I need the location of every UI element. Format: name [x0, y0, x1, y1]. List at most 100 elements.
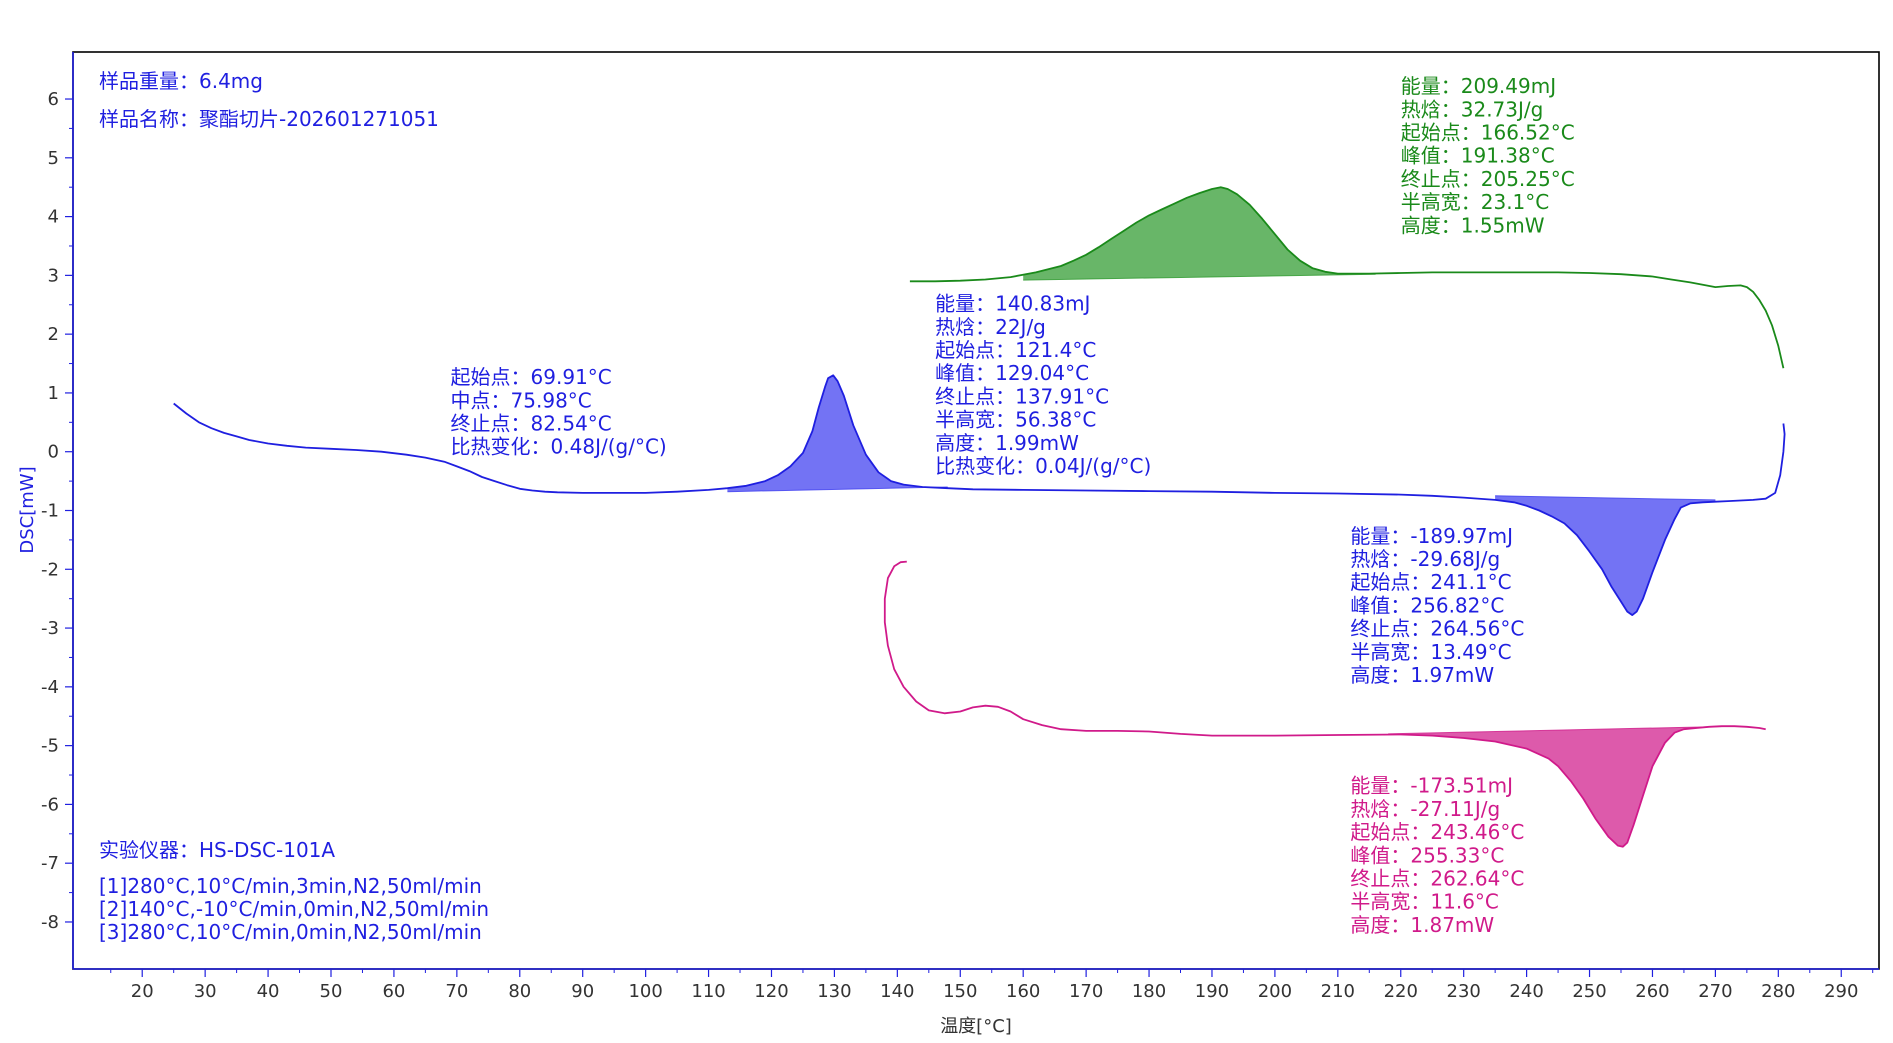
series-lines: [173, 186, 1786, 848]
y-tick-label: -5: [41, 736, 59, 757]
x-tick-label: 50: [320, 981, 343, 1002]
x-tick-label: 70: [445, 981, 468, 1002]
x-tick-label: 210: [1321, 981, 1355, 1002]
annotation-line: 峰值：255.33°C: [1350, 843, 1504, 867]
x-tick-label: 100: [628, 981, 662, 1002]
y-tick-label: -1: [41, 501, 59, 522]
annotation-line: 终止点：82.54°C: [451, 412, 612, 436]
y-tick-label: 5: [48, 148, 59, 169]
annotation-line: 高度：1.99mW: [935, 431, 1079, 455]
annotation-line: 能量：140.83mJ: [935, 292, 1090, 316]
annotation-line: 热焓：-27.11J/g: [1350, 797, 1500, 821]
annotation-line: 峰值：256.82°C: [1350, 593, 1504, 617]
annotation-line: 终止点：137.91°C: [935, 384, 1109, 408]
annotation-line: 热焓：22J/g: [935, 315, 1046, 339]
peak-annotations: 起始点：69.91°C中点：75.98°C终止点：82.54°C比热变化：0.4…: [451, 74, 1575, 937]
annotation-line: 半高宽：11.6°C: [1350, 890, 1499, 914]
annotation-line: 能量：209.49mJ: [1401, 74, 1556, 98]
x-tick-label: 220: [1384, 981, 1418, 1002]
peak-baseline: [1495, 495, 1716, 501]
annotation-block: 起始点：69.91°C中点：75.98°C终止点：82.54°C比热变化：0.4…: [451, 365, 667, 459]
series-line-magenta: [883, 560, 1766, 848]
annotation-line: 半高宽：13.49°C: [1350, 640, 1511, 664]
y-tick-label: 6: [48, 89, 59, 110]
annotation-line: 起始点：243.46°C: [1350, 820, 1524, 844]
peak-baseline: [1023, 273, 1376, 281]
x-tick-label: 120: [754, 981, 788, 1002]
annotation-line: 比热变化：0.48J/(g/°C): [451, 435, 667, 459]
annotation-line: 高度：1.87mW: [1350, 913, 1494, 937]
annotation-line: 中点：75.98°C: [451, 388, 592, 412]
annotation-line: 高度：1.55mW: [1401, 213, 1545, 237]
sample-name: 样品名称：聚酯切片-202601271051: [99, 107, 439, 131]
x-tick-label: 190: [1195, 981, 1229, 1002]
series-line-green: [909, 186, 1785, 369]
x-tick-label: 270: [1698, 981, 1732, 1002]
y-tick-label: -8: [41, 912, 59, 933]
annotation-line: 起始点：166.52°C: [1401, 121, 1575, 145]
y-tick-label: -2: [41, 559, 59, 580]
info-block: 样品重量：6.4mg 样品名称：聚酯切片-202601271051 实验仪器：H…: [99, 69, 489, 944]
peak-baseline: [727, 486, 948, 493]
x-tick-label: 90: [571, 981, 594, 1002]
annotation-line: 起始点：69.91°C: [451, 365, 612, 389]
y-tick-label: -7: [41, 853, 59, 874]
y-tick-label: 3: [48, 265, 59, 286]
annotation-line: 终止点：205.25°C: [1401, 167, 1575, 191]
x-axis-title: 温度[°C]: [940, 1016, 1012, 1037]
annotation-block: 能量：209.49mJ热焓：32.73J/g起始点：166.52°C峰值：191…: [1401, 74, 1575, 237]
annotation-line: 热焓：-29.68J/g: [1350, 547, 1500, 571]
annotation-line: 起始点：121.4°C: [935, 338, 1096, 362]
x-tick-label: 150: [943, 981, 977, 1002]
annotation-line: 终止点：264.56°C: [1350, 617, 1524, 641]
x-tick-label: 240: [1509, 981, 1543, 1002]
segment-2: [2]140°C,-10°C/min,0min,N2,50ml/min: [99, 897, 489, 921]
annotation-line: 峰值：129.04°C: [935, 361, 1089, 385]
x-tick-label: 180: [1132, 981, 1166, 1002]
instrument: 实验仪器：HS-DSC-101A: [99, 838, 335, 862]
segment-3: [3]280°C,10°C/min,0min,N2,50ml/min: [99, 920, 482, 944]
x-tick-label: 260: [1635, 981, 1669, 1002]
annotation-line: 高度：1.97mW: [1350, 663, 1494, 687]
x-tick-label: 250: [1572, 981, 1606, 1002]
annotation-block: 能量：140.83mJ热焓：22J/g起始点：121.4°C峰值：129.04°…: [935, 292, 1151, 478]
y-tick-label: -6: [41, 794, 59, 815]
x-tick-label: 80: [508, 981, 531, 1002]
x-tick-label: 130: [817, 981, 851, 1002]
annotation-line: 能量：-173.51mJ: [1350, 774, 1513, 798]
sample-weight: 样品重量：6.4mg: [99, 69, 263, 93]
y-axis-ticks: -8 -7 -6 -5 -4 -3 -2 -1 0 1 2 3 4 5 6: [41, 89, 73, 933]
x-axis-ticks: 20 30 40 50 60 70 80 90 100 110 120 130 140 150 160 170…: [110, 969, 1874, 1002]
y-axis-title: DSC[mW]: [17, 466, 38, 553]
peak-fill-blue: [727, 375, 948, 492]
peak-fill-magenta: [1388, 726, 1735, 847]
x-tick-label: 140: [880, 981, 914, 1002]
x-tick-label: 290: [1824, 981, 1858, 1002]
annotation-line: 起始点：241.1°C: [1350, 570, 1511, 594]
y-tick-label: -4: [41, 677, 59, 698]
annotation-line: 峰值：191.38°C: [1401, 144, 1555, 168]
annotation-line: 热焓：32.73J/g: [1401, 97, 1544, 121]
y-tick-label: 4: [48, 207, 59, 228]
annotation-block: 能量：-189.97mJ热焓：-29.68J/g起始点：241.1°C峰值：25…: [1350, 524, 1524, 687]
x-tick-label: 160: [1006, 981, 1040, 1002]
x-tick-label: 30: [194, 981, 217, 1002]
annotation-line: 终止点：262.64°C: [1350, 866, 1524, 890]
y-tick-label: 0: [48, 442, 59, 463]
x-tick-label: 280: [1761, 981, 1795, 1002]
annotation-line: 半高宽：56.38°C: [935, 408, 1096, 432]
y-tick-label: 1: [48, 383, 59, 404]
segment-1: [1]280°C,10°C/min,3min,N2,50ml/min: [99, 874, 482, 898]
annotation-line: 比热变化：0.04J/(g/°C): [935, 454, 1151, 478]
x-tick-label: 200: [1258, 981, 1292, 1002]
y-tick-label: 2: [48, 324, 59, 345]
peak-fills: [727, 187, 1735, 847]
x-tick-label: 230: [1447, 981, 1481, 1002]
x-tick-label: 20: [131, 981, 154, 1002]
y-tick-label: -3: [41, 618, 59, 639]
peak-fill-green: [1023, 187, 1376, 281]
annotation-line: 半高宽：23.1°C: [1401, 190, 1550, 214]
x-tick-label: 60: [382, 981, 405, 1002]
series-line-blue: [173, 374, 1786, 616]
